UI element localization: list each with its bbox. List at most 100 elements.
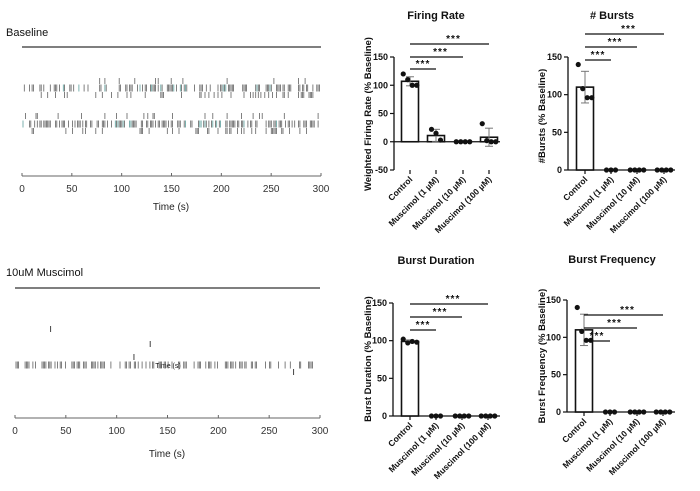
x-tick-label: 0: [12, 426, 18, 437]
x-tick-label: 300: [312, 426, 329, 437]
x-tick-label: 50: [66, 184, 78, 195]
spike-row: [99, 78, 306, 84]
x-tick-label: 100: [108, 426, 125, 437]
spike-row: [23, 84, 320, 92]
data-point: [452, 413, 458, 419]
raster-xlabel: Time (s): [153, 202, 189, 213]
data-point: [400, 336, 406, 342]
data-point: [405, 340, 411, 346]
data-point: [409, 82, 415, 88]
y-tick-label: 150: [547, 52, 562, 62]
data-point: [579, 328, 585, 334]
spike-row: [40, 92, 314, 98]
data-point: [667, 409, 673, 415]
data-point: [627, 409, 633, 415]
raster-title: Baseline: [6, 27, 48, 39]
chart-title: Burst Frequency: [568, 254, 656, 266]
y-tick-label: 0: [557, 165, 562, 175]
data-point: [433, 413, 439, 419]
data-point: [461, 413, 467, 419]
significance-label: ***: [607, 318, 622, 329]
data-point: [602, 409, 609, 415]
data-point: [668, 167, 674, 173]
significance-label: ***: [446, 294, 461, 305]
y-tick-label: 50: [378, 109, 388, 119]
bar: [400, 340, 420, 417]
y-tick-label: 150: [546, 295, 561, 305]
data-point: [414, 82, 420, 88]
data-point: [632, 167, 638, 173]
significance-label: ***: [620, 305, 635, 316]
data-point: [653, 409, 659, 415]
significance-label: ***: [621, 24, 636, 35]
data-point: [607, 409, 613, 415]
data-point: [583, 337, 589, 343]
y-axis-label: Burst Frequency (% Baseline): [537, 289, 548, 424]
data-point: [457, 413, 463, 419]
data-point: [400, 71, 406, 77]
data-point: [405, 77, 411, 83]
data-point: [589, 95, 595, 101]
x-tick-label: 0: [19, 184, 25, 195]
spike-row: [15, 361, 313, 369]
data-point: [484, 138, 490, 144]
data-point: [580, 86, 586, 92]
x-tick-label: 250: [261, 426, 278, 437]
y-axis-label: Weighted Firing Rate (% Baseline): [363, 37, 374, 191]
significance-label: ***: [433, 47, 448, 58]
data-point: [458, 139, 464, 145]
data-point: [654, 167, 660, 173]
y-tick-label: 150: [372, 298, 387, 308]
data-point: [641, 409, 647, 415]
significance-label: ***: [590, 331, 605, 342]
data-point: [478, 413, 484, 419]
data-point: [488, 139, 494, 145]
data-point: [662, 409, 668, 415]
burst-duration-chart: Burst Duration Burst Duration (% Baselin…: [363, 255, 500, 481]
burst-frequency-chart: Burst Frequency Burst Frequency (% Basel…: [537, 254, 675, 477]
data-point: [479, 121, 485, 127]
data-point: [636, 409, 642, 415]
data-point: [428, 413, 435, 419]
data-point: [574, 304, 580, 311]
data-point: [612, 167, 619, 173]
data-point: [611, 409, 618, 415]
data-point: [433, 130, 439, 136]
raster-panel-muscimol: 10uM Muscimol Time (s) Time (s) 0 50 100 15…: [6, 267, 329, 460]
significance-label: ***: [591, 50, 606, 61]
x-tick-label: 300: [313, 184, 330, 195]
y-tick-label: 0: [383, 137, 388, 147]
x-tick-label: 200: [213, 184, 230, 195]
bar: [400, 80, 420, 143]
chart-title: Firing Rate: [407, 10, 464, 22]
data-point: [632, 409, 638, 415]
x-tick-label: 150: [159, 426, 176, 437]
firing-rate-chart: Firing Rate Weighted Firing Rate (% Base…: [363, 10, 500, 235]
chart-title: # Bursts: [590, 10, 634, 22]
y-tick-label: 100: [547, 90, 562, 100]
x-tick-label: 150: [163, 184, 180, 195]
y-tick-label: 100: [546, 332, 561, 342]
data-point: [663, 167, 669, 173]
data-point: [608, 167, 614, 173]
x-tick-label: 100: [113, 184, 130, 195]
spike-row: [25, 113, 319, 119]
raster-title: 10uM Muscimol: [6, 267, 83, 279]
y-tick-label: 0: [382, 411, 387, 421]
data-point: [462, 139, 468, 145]
significance-label: ***: [416, 320, 431, 331]
data-point: [492, 413, 498, 419]
spike-row: [31, 128, 307, 134]
data-point: [627, 167, 633, 173]
y-tick-label: 50: [551, 370, 561, 380]
data-point: [483, 413, 489, 419]
data-point: [467, 139, 473, 145]
y-tick-label: 150: [373, 52, 388, 62]
x-tick-label: 200: [210, 426, 227, 437]
significance-label: ***: [608, 37, 623, 48]
data-point: [603, 167, 610, 173]
data-point: [493, 139, 499, 145]
data-point: [487, 413, 493, 419]
data-point: [466, 413, 472, 419]
